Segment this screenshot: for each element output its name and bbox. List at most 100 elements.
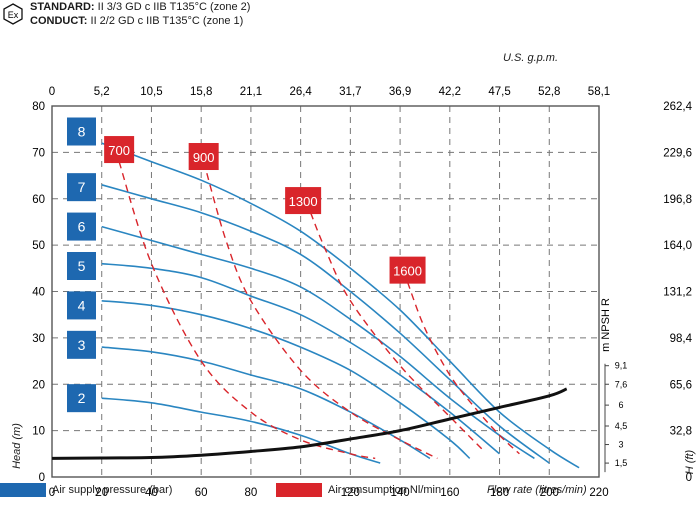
x-tick-label: 0 (49, 487, 55, 499)
top-tick-label: 31,7 (339, 86, 361, 98)
top-tick-label: 0 (49, 86, 55, 98)
legend-air-consumption: Air consumption Nl/min (276, 483, 441, 497)
top-tick-label: 15,8 (190, 86, 212, 98)
conduct-label: CONDUCT: (30, 15, 88, 27)
right-tick-label: 98,4 (670, 333, 693, 345)
top-tick-label: 58,1 (588, 86, 610, 98)
legend-air-supply-label: Air supply pressure (bar) (52, 484, 173, 496)
x-tick-label: 200 (540, 487, 559, 499)
top-tick-label: 42,2 (439, 86, 461, 98)
y-tick-label: 60 (32, 194, 45, 206)
air-consumption-line-1600 (406, 281, 520, 455)
top-axis-title: U.S. g.p.m. (503, 52, 559, 64)
standard-line: STANDARD: II 3/3 GD c IIB T135°C (zone 2… (30, 0, 250, 14)
air-box-1300 (285, 187, 322, 215)
y-tick-label: 0 (39, 472, 45, 484)
pressure-label-3: 3 (78, 337, 86, 353)
air-consumption-line-900 (203, 161, 438, 460)
npsh-tick-label: 4,5 (615, 421, 628, 431)
y-tick-label: 70 (32, 147, 45, 159)
x-tick-label: 180 (490, 487, 509, 499)
plot-frame (51, 105, 600, 478)
top-tick-label: 21,1 (240, 86, 262, 98)
right-tick-label: 229,6 (663, 147, 692, 159)
pressure-box-6 (67, 212, 96, 241)
air-box-1600 (389, 256, 426, 284)
x-tick-label: 20 (95, 487, 108, 499)
right-tick-label: 164,0 (663, 240, 692, 252)
pressure-label-6: 6 (78, 219, 86, 235)
right-tick-label: 65,6 (670, 379, 692, 391)
air-box-700 (104, 136, 135, 164)
x-tick-label: 60 (195, 487, 208, 499)
y2-axis-title: H (ft) (684, 449, 697, 475)
x-tick-label: 80 (245, 487, 258, 499)
y-tick-label: 80 (32, 101, 45, 113)
top-tick-label: 47,5 (488, 86, 510, 98)
conduct-line: CONDUCT: II 2/2 GD c IIB T135°C (zone 1) (30, 14, 243, 28)
air-consumption-line-700 (118, 161, 376, 460)
x-tick-label: 40 (145, 487, 158, 499)
top-tick-label: 36,9 (389, 86, 411, 98)
x-tick-label: 120 (341, 487, 360, 499)
npsh-tick-label: 9,1 (615, 361, 628, 371)
x-tick-label: 140 (390, 487, 409, 499)
pressure-label-8: 8 (78, 124, 86, 140)
air-label-1600: 1600 (393, 264, 422, 279)
npsh-tick-label: 7,6 (615, 379, 628, 389)
air-box-900 (188, 143, 219, 171)
pressure-curve-6 (101, 225, 535, 460)
air-label-1300: 1300 (289, 194, 318, 209)
ex-hexagon-icon: Ex (3, 3, 23, 25)
pressure-label-2: 2 (78, 390, 86, 406)
air-label-900: 900 (193, 150, 215, 165)
legend-air-consumption-label: Air consumption Nl/min (328, 484, 442, 496)
pressure-box-5 (67, 251, 96, 280)
pressure-box-3 (67, 330, 96, 359)
npsh-curve-line (51, 387, 568, 460)
pressure-label-4: 4 (78, 297, 86, 313)
x-tick-label: 220 (589, 487, 608, 499)
air-label-700: 700 (108, 143, 130, 158)
npsh-axis-label: m NPSH R (600, 298, 612, 352)
pressure-box-2 (67, 384, 96, 413)
x-tick-label: 160 (440, 487, 459, 499)
conduct-text: II 2/2 GD c IIB T135°C (zone 1) (87, 15, 244, 27)
pressure-curve-7 (101, 184, 550, 464)
legend-blue-swatch (0, 483, 46, 497)
legend-red-swatch (276, 483, 322, 497)
top-tick-label: 5,2 (94, 86, 110, 98)
pressure-box-7 (67, 173, 96, 202)
right-tick-label: 0 (686, 472, 692, 484)
y-tick-label: 50 (32, 240, 45, 252)
legend-air-supply: Air supply pressure (bar) (0, 483, 172, 497)
y-axis-title: Head (m) (10, 423, 23, 469)
pressure-label-5: 5 (78, 258, 86, 274)
y-tick-label: 30 (32, 333, 45, 345)
y-tick-label: 10 (32, 426, 45, 438)
npsh-tick-label: 3 (618, 440, 623, 450)
right-tick-label: 196,8 (663, 194, 692, 206)
right-tick-label: 131,2 (663, 287, 692, 299)
pressure-box-8 (67, 117, 96, 146)
npsh-tick-label: 1,5 (615, 458, 628, 468)
top-tick-label: 26,4 (289, 86, 312, 98)
pressure-curve-5 (101, 262, 501, 455)
top-tick-label: 10,5 (140, 86, 162, 98)
pressure-label-7: 7 (78, 179, 86, 195)
pressure-box-4 (67, 291, 96, 320)
x-axis-title: Flow rate (litres/min) (487, 484, 587, 496)
top-tick-label: 52,8 (538, 86, 560, 98)
pressure-curve-8 (101, 142, 580, 469)
y-tick-label: 20 (32, 379, 45, 391)
standard-label: STANDARD: (30, 1, 95, 13)
standard-text: II 3/3 GD c IIB T135°C (zone 2) (94, 1, 251, 13)
npsh-tick-label: 6 (618, 400, 623, 410)
ex-symbol: Ex (8, 10, 19, 20)
air-consumption-line-1300 (309, 212, 483, 450)
right-tick-label: 262,4 (663, 101, 692, 113)
pressure-curve-4 (101, 300, 471, 459)
y-tick-label: 40 (32, 287, 45, 299)
right-tick-label: 32,8 (670, 426, 692, 438)
